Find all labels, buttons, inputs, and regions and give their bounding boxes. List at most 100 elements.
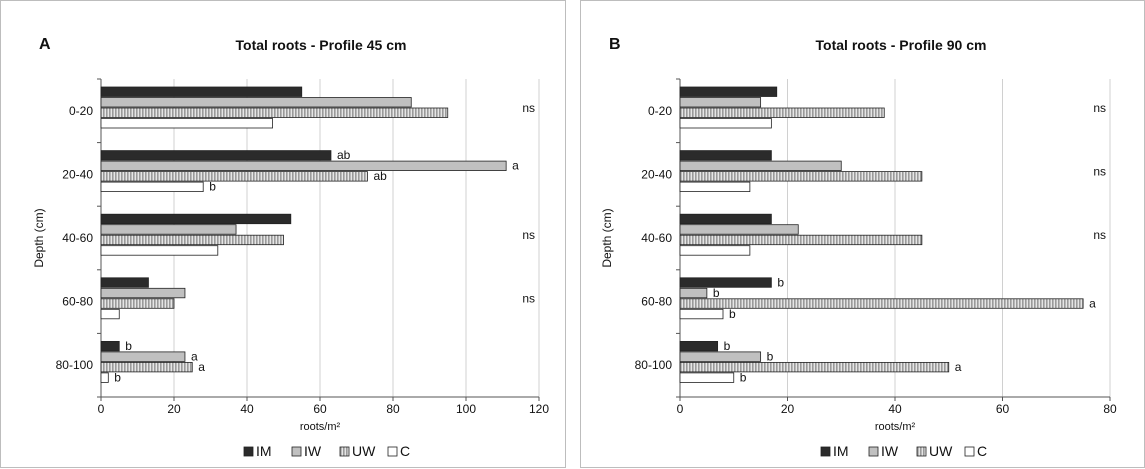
- chart-a-svg: A Total roots - Profile 45 cm 0 20 40 60 80 100…: [32, 36, 549, 459]
- x-axis-label: roots/m²: [875, 421, 916, 433]
- bar-iw: [679, 351, 762, 362]
- x-tick-label: 100: [456, 402, 476, 416]
- legend-label: IW: [881, 443, 899, 459]
- x-tick-label: 20: [781, 402, 795, 416]
- bar-im: [679, 150, 772, 161]
- legend-label: IW: [304, 443, 322, 459]
- legend-swatch-iw: [868, 446, 879, 457]
- bar-uw: [679, 171, 923, 182]
- x-tick-label: 0: [98, 402, 105, 416]
- legend-label: UW: [929, 443, 953, 459]
- bar-im: [100, 86, 303, 97]
- bar-uw: [100, 298, 175, 309]
- group-significance-label: ns: [522, 228, 535, 242]
- bar-uw: [100, 171, 368, 182]
- bar-im: [100, 340, 120, 352]
- bar-significance-label: a: [512, 159, 519, 173]
- group-significance-label: ns: [1093, 101, 1106, 115]
- y-axis-label: Depth (cm): [600, 208, 614, 267]
- group-significance-label: ns: [522, 101, 535, 115]
- bar-im: [100, 277, 149, 288]
- chart-b-svg: B Total roots - Profile 90 cm 0 20 40 60 80 0-2…: [600, 36, 1117, 459]
- bar-im: [679, 340, 719, 352]
- bar-significance-label: b: [713, 286, 720, 300]
- legend-label: IM: [256, 443, 272, 459]
- legend-swatch-im: [820, 446, 831, 457]
- chart-title: Total roots - Profile 90 cm: [816, 37, 987, 53]
- bar-im: [100, 213, 292, 225]
- bar-significance-label: a: [955, 360, 962, 374]
- bar-iw: [679, 224, 799, 235]
- bar-iw: [100, 224, 237, 235]
- category-label: 80-100: [635, 358, 673, 372]
- bar-c: [100, 308, 120, 320]
- bar-iw: [100, 97, 412, 108]
- bar-significance-label: ab: [337, 148, 351, 162]
- bar-significance-label: b: [114, 370, 121, 384]
- bar-im: [679, 277, 772, 288]
- group-significance-label: ns: [522, 292, 535, 306]
- legend-swatch-uw: [916, 446, 927, 457]
- bar-iw: [679, 160, 842, 172]
- bar-significance-label: b: [209, 180, 216, 194]
- bar-iw: [100, 351, 186, 362]
- bar-c: [679, 245, 751, 256]
- bar-iw: [100, 160, 507, 172]
- group-significance-label: ns: [1093, 228, 1106, 242]
- legend-swatch-uw: [339, 446, 350, 457]
- bar-significance-label: b: [125, 339, 132, 353]
- category-label: 0-20: [648, 104, 672, 118]
- x-tick-label: 20: [167, 402, 181, 416]
- bar-significance-label: a: [191, 349, 198, 363]
- category-label: 40-60: [62, 231, 93, 245]
- legend-swatch-c: [387, 446, 398, 457]
- bar-uw: [679, 234, 923, 246]
- x-tick-label: 80: [386, 402, 400, 416]
- bar-c: [679, 308, 724, 320]
- bar-significance-label: b: [724, 339, 731, 353]
- category-label: 20-40: [62, 167, 93, 181]
- x-tick-label: 60: [996, 402, 1010, 416]
- bar-im: [679, 213, 772, 225]
- bar-significance-label: b: [729, 307, 736, 321]
- panel-label: A: [39, 36, 51, 53]
- chart-panel-a: A Total roots - Profile 45 cm 0 20 40 60 80 100…: [0, 0, 566, 468]
- y-axis-label: Depth (cm): [32, 208, 46, 267]
- bar-iw: [679, 97, 762, 108]
- x-tick-label: 60: [313, 402, 327, 416]
- bar-uw: [679, 361, 950, 373]
- panel-label: B: [609, 36, 621, 53]
- legend-swatch-iw: [291, 446, 302, 457]
- category-label: 0-20: [69, 104, 93, 118]
- bar-im: [100, 150, 332, 161]
- legend-swatch-im: [243, 446, 254, 457]
- bar-iw: [100, 287, 186, 299]
- x-tick-label: 0: [677, 402, 684, 416]
- chart-title: Total roots - Profile 45 cm: [236, 37, 407, 53]
- x-tick-label: 40: [888, 402, 902, 416]
- bar-iw: [679, 287, 708, 299]
- bar-uw: [100, 361, 193, 373]
- legend-label: C: [977, 443, 987, 459]
- bar-im: [679, 86, 778, 97]
- legend-swatch-c: [964, 446, 975, 457]
- bar-significance-label: b: [740, 370, 747, 384]
- x-tick-label: 40: [240, 402, 254, 416]
- bar-c: [679, 118, 772, 129]
- bar-uw: [679, 298, 1084, 309]
- legend-label: C: [400, 443, 410, 459]
- bar-significance-label: a: [1089, 296, 1096, 310]
- bar-significance-label: b: [767, 349, 774, 363]
- bar-c: [679, 181, 751, 193]
- category-label: 80-100: [56, 358, 94, 372]
- category-label: 60-80: [641, 295, 672, 309]
- bar-c: [100, 372, 109, 383]
- bar-c: [100, 181, 204, 193]
- category-label: 20-40: [641, 167, 672, 181]
- group-significance-label: ns: [1093, 164, 1106, 178]
- x-tick-label: 80: [1103, 402, 1117, 416]
- x-tick-label: 120: [529, 402, 549, 416]
- category-label: 60-80: [62, 295, 93, 309]
- bar-uw: [100, 234, 284, 246]
- bar-significance-label: ab: [373, 169, 387, 183]
